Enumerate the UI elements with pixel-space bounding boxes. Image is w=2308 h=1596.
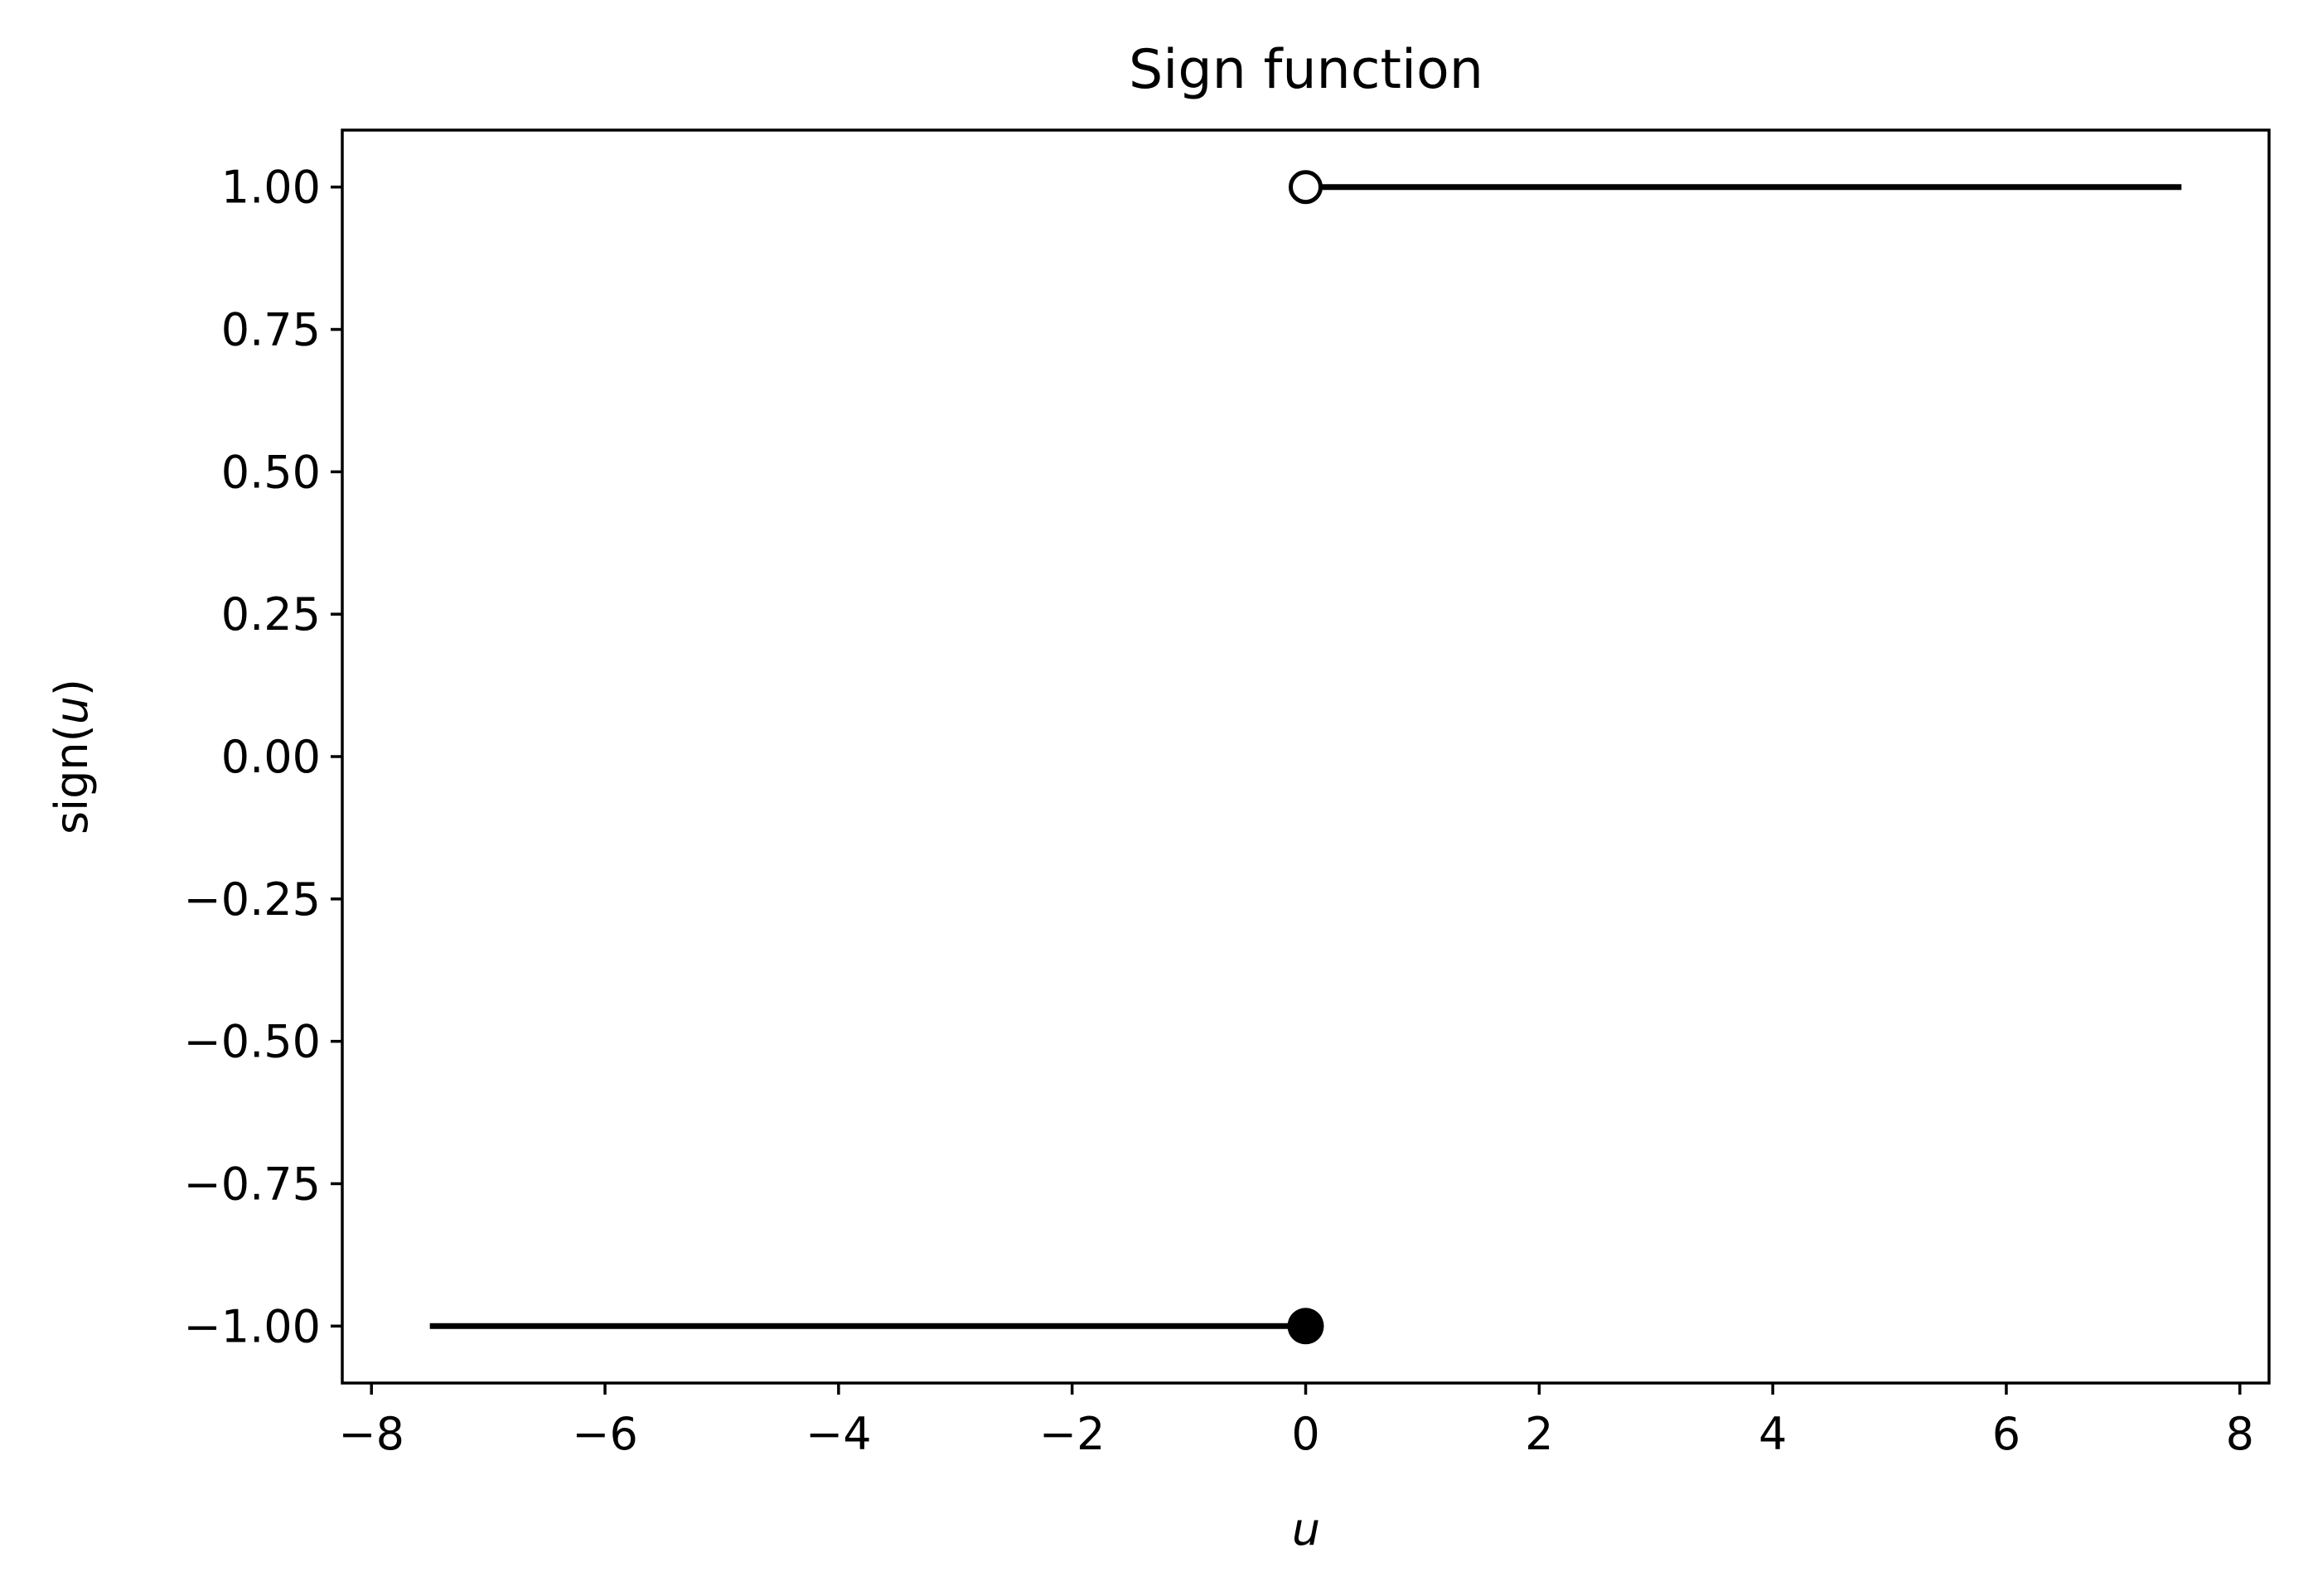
y-axis-label-suffix: ) [46, 679, 98, 696]
filled-endpoint-marker [1287, 1308, 1324, 1345]
y-tick-label: 0.25 [221, 588, 321, 641]
y-axis-ticks: 1.00 0.75 0.50 0.25 0.00 −0.25 −0.50 −0.75 −1.00 [184, 162, 342, 1352]
y-axis-label-prefix: sign( [46, 724, 98, 834]
x-tick-label: −6 [572, 1408, 638, 1460]
y-tick-label: −0.75 [184, 1158, 321, 1210]
y-tick-label: 0.00 [221, 731, 321, 783]
x-tick-label: 0 [1291, 1408, 1319, 1460]
x-tick-label: 2 [1525, 1408, 1553, 1460]
y-tick-label: 0.75 [221, 304, 321, 356]
x-axis-ticks: −8 −6 −4 −2 0 2 4 6 8 [338, 1383, 2254, 1460]
y-tick-label: 0.50 [221, 446, 321, 498]
x-tick-label: −4 [806, 1408, 872, 1460]
x-tick-label: −2 [1039, 1408, 1106, 1460]
x-tick-label: 6 [1992, 1408, 2020, 1460]
y-tick-label: −0.25 [184, 873, 321, 926]
y-tick-label: −1.00 [184, 1300, 321, 1352]
open-endpoint-marker [1289, 170, 1323, 205]
x-tick-label: 4 [1759, 1408, 1787, 1460]
marker-layer [1287, 170, 1324, 1345]
y-axis-label: sign(u) [46, 679, 98, 834]
chart-title: Sign function [1129, 39, 1483, 101]
x-tick-label: 8 [2226, 1408, 2254, 1460]
x-axis-label: u [1292, 1503, 1320, 1555]
y-axis-label-variable: u [46, 696, 98, 724]
x-tick-label: −8 [338, 1408, 404, 1460]
series-layer [429, 184, 2182, 1329]
y-tick-label: 1.00 [221, 162, 321, 214]
y-tick-label: −0.50 [184, 1016, 321, 1068]
